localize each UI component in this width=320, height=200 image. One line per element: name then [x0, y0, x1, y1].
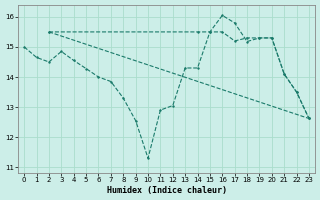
X-axis label: Humidex (Indice chaleur): Humidex (Indice chaleur)	[107, 186, 227, 195]
